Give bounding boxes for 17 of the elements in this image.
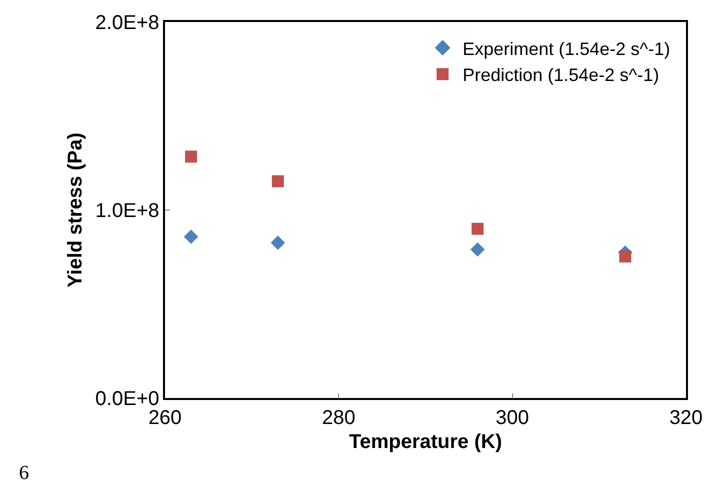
point <box>270 236 286 250</box>
x-tick-label: 320 <box>669 406 703 429</box>
point <box>185 150 198 163</box>
x-tick-label: 280 <box>322 406 356 429</box>
point <box>272 175 284 188</box>
x-axis-title: Temperature (K) <box>349 430 502 453</box>
y-tick-label: 1.0E+8 <box>95 200 160 222</box>
point <box>184 230 198 244</box>
x-tick-label: 300 <box>496 406 530 429</box>
legend-label: Experiment (1.54e-2 s^-1) <box>462 38 670 59</box>
y-tick-label: 2.0E+8 <box>95 12 160 34</box>
point <box>619 250 632 262</box>
text: 6 <box>19 462 29 480</box>
legend-label: Prediction (1.54e-2 s^-1) <box>462 65 660 86</box>
point <box>470 242 485 257</box>
y-axis-title: Yield stress (Pa) <box>64 132 86 288</box>
point <box>472 222 484 235</box>
